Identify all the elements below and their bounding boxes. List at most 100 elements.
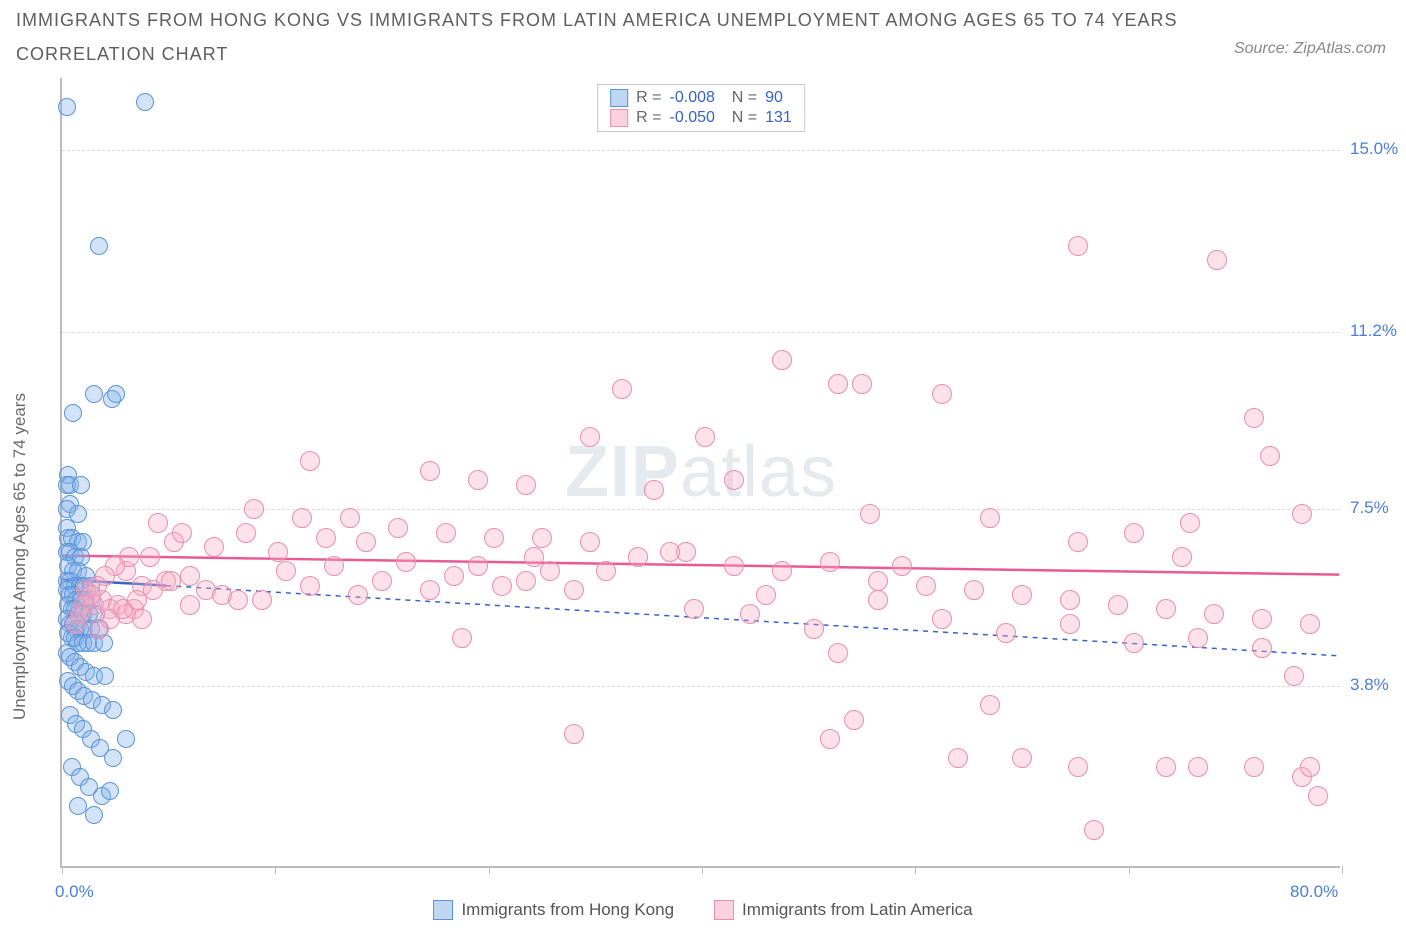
data-point	[1084, 820, 1104, 840]
data-point	[1156, 757, 1176, 777]
data-point	[628, 547, 648, 567]
data-point	[524, 547, 544, 567]
stats-n-value: 90	[765, 89, 783, 107]
chart-subtitle: CORRELATION CHART	[16, 44, 228, 65]
y-tick-label: 7.5%	[1350, 498, 1389, 518]
legend-label: Immigrants from Latin America	[742, 900, 973, 920]
y-tick-label: 11.2%	[1350, 321, 1397, 341]
x-tick-mark	[275, 866, 276, 874]
stats-legend-box: R = -0.008 N = 90 R = -0.050 N = 131	[597, 84, 805, 132]
data-point	[804, 619, 824, 639]
data-point	[180, 566, 200, 586]
x-tick-mark	[702, 866, 703, 874]
data-point	[695, 427, 715, 447]
data-point	[644, 480, 664, 500]
data-point	[104, 701, 122, 719]
data-point	[492, 576, 512, 596]
legend-label: Immigrants from Hong Kong	[461, 900, 674, 920]
data-point	[540, 561, 560, 581]
data-point	[532, 528, 552, 548]
data-point	[724, 556, 744, 576]
data-point	[204, 537, 224, 557]
stats-r-value: -0.008	[670, 89, 715, 107]
data-point	[452, 628, 472, 648]
data-point	[244, 499, 264, 519]
data-point	[772, 350, 792, 370]
data-point	[300, 451, 320, 471]
data-point	[316, 528, 336, 548]
data-point	[852, 374, 872, 394]
data-point	[1207, 250, 1227, 270]
data-point	[660, 542, 680, 562]
data-point	[1172, 547, 1192, 567]
stats-n-label: N =	[723, 109, 757, 127]
legend-bottom: Immigrants from Hong Kong Immigrants from…	[0, 900, 1406, 920]
data-point	[772, 561, 792, 581]
grid-line	[62, 686, 1340, 687]
data-point	[72, 476, 90, 494]
data-point	[340, 508, 360, 528]
data-point	[356, 532, 376, 552]
data-point	[1068, 532, 1088, 552]
data-point	[58, 98, 76, 116]
data-point	[820, 729, 840, 749]
legend-swatch-icon	[714, 900, 734, 920]
x-tick-mark	[1342, 866, 1343, 874]
stats-n-label: N =	[723, 89, 757, 107]
data-point	[1284, 666, 1304, 686]
data-point	[292, 508, 312, 528]
stats-row: R = -0.008 N = 90	[610, 89, 792, 107]
data-point	[85, 385, 103, 403]
legend-swatch-icon	[610, 109, 628, 127]
data-point	[724, 470, 744, 490]
data-point	[444, 566, 464, 586]
data-point	[1068, 236, 1088, 256]
data-point	[820, 552, 840, 572]
legend-swatch-icon	[610, 89, 628, 107]
data-point	[436, 523, 456, 543]
data-point	[564, 580, 584, 600]
data-point	[117, 730, 135, 748]
stats-row: R = -0.050 N = 131	[610, 109, 792, 127]
data-point	[140, 547, 160, 567]
data-point	[90, 237, 108, 255]
data-point	[932, 609, 952, 629]
data-point	[868, 590, 888, 610]
data-point	[107, 385, 125, 403]
data-point	[612, 379, 632, 399]
chart-container: IMMIGRANTS FROM HONG KONG VS IMMIGRANTS …	[0, 0, 1406, 930]
data-point	[324, 556, 344, 576]
legend-item: Immigrants from Hong Kong	[433, 900, 674, 920]
x-tick-mark	[489, 866, 490, 874]
data-point	[868, 571, 888, 591]
data-point	[1244, 408, 1264, 428]
data-point	[1252, 609, 1272, 629]
data-point	[1124, 523, 1144, 543]
data-point	[1012, 748, 1032, 768]
data-point	[132, 609, 152, 629]
data-point	[1252, 638, 1272, 658]
data-point	[1260, 446, 1280, 466]
data-point	[161, 571, 181, 591]
data-point	[348, 585, 368, 605]
data-point	[980, 695, 1000, 715]
data-point	[1180, 513, 1200, 533]
data-point	[252, 590, 272, 610]
data-point	[484, 528, 504, 548]
y-axis-label: Unemployment Among Ages 65 to 74 years	[10, 393, 30, 720]
x-tick-mark	[1129, 866, 1130, 874]
data-point	[892, 556, 912, 576]
data-point	[1068, 757, 1088, 777]
data-point	[136, 93, 154, 111]
data-point	[468, 556, 488, 576]
data-point	[1308, 786, 1328, 806]
data-point	[964, 580, 984, 600]
data-point	[1188, 757, 1208, 777]
data-point	[85, 806, 103, 824]
trend-lines	[62, 78, 1340, 866]
data-point	[268, 542, 288, 562]
data-point	[228, 590, 248, 610]
grid-line	[62, 332, 1340, 333]
stats-n-value: 131	[765, 109, 792, 127]
data-point	[1300, 757, 1320, 777]
